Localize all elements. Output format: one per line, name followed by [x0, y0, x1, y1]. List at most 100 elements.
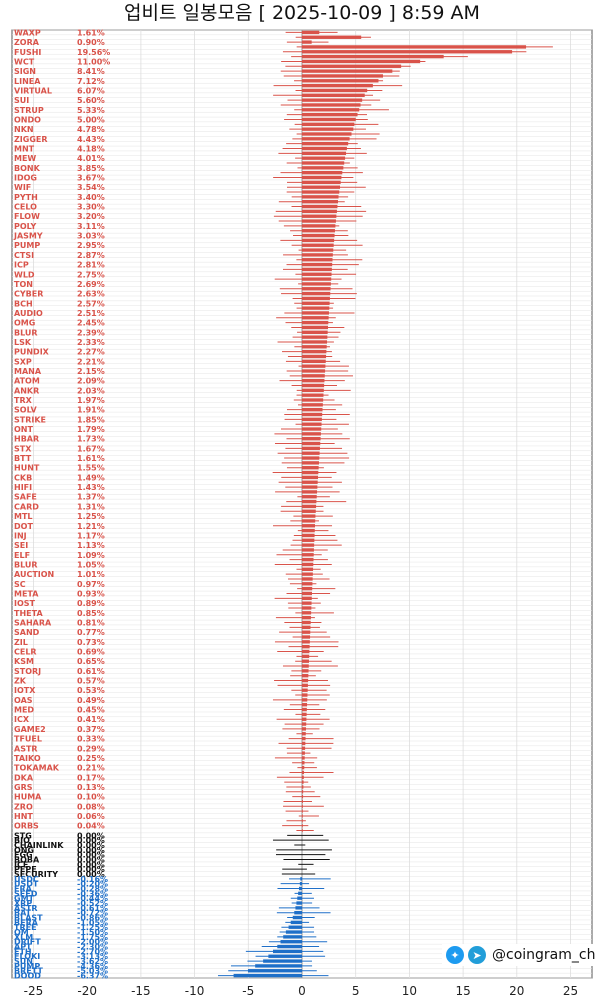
percent-label: 1.55%	[77, 464, 105, 473]
percent-label: 1.61%	[77, 28, 105, 37]
percent-label: -0.36%	[77, 889, 108, 898]
chart-title: 업비트 일봉모음 [ 2025-10-09 ] 8:59 AM	[124, 2, 480, 24]
ticker-label: ZIGGER	[14, 135, 48, 144]
ticker-label: TREE	[14, 923, 37, 932]
percent-label: 0.90%	[77, 38, 105, 47]
percent-label: 0.89%	[77, 599, 105, 608]
ticker-label: STRUP	[14, 106, 44, 115]
ticker-label: CELO	[14, 203, 37, 212]
percent-label: 2.45%	[77, 319, 105, 328]
percent-label: -0.61%	[77, 904, 108, 913]
percent-label: 3.54%	[77, 183, 105, 192]
ticker-label: MANA	[14, 367, 42, 376]
percent-label: 1.61%	[77, 454, 105, 463]
percent-label: -0.86%	[77, 914, 108, 923]
ticker-label: IOTX	[14, 686, 36, 695]
ticker-label: TON	[14, 280, 33, 289]
percent-label: 11.00%	[77, 57, 110, 66]
percent-label: 1.01%	[77, 570, 105, 579]
percent-label: 2.51%	[77, 309, 105, 318]
percent-label: 7.12%	[77, 77, 105, 86]
percent-label: 0.37%	[77, 725, 105, 734]
percent-label: 0.49%	[77, 696, 105, 705]
percent-label: 1.05%	[77, 560, 105, 569]
telegram-icon: ➤	[468, 946, 486, 964]
ticker-label: HUNT	[14, 464, 40, 473]
percent-label: 3.67%	[77, 174, 105, 183]
x-tick-label: -15	[131, 984, 151, 998]
ticker-label: GAME2	[14, 725, 46, 734]
percent-label: 0.21%	[77, 764, 105, 773]
percent-label: -1.75%	[77, 933, 108, 942]
ticker-label: LINEA	[14, 77, 41, 86]
ticker-label: BLUR	[14, 328, 38, 337]
ticker-label: ZIL	[14, 638, 28, 647]
percent-label: 2.57%	[77, 299, 105, 308]
ticker-label: PYTH	[14, 193, 38, 202]
ticker-label: BRETT	[14, 967, 43, 976]
ticker-label: SC	[14, 580, 26, 589]
ticker-label: TFUEL	[14, 735, 42, 744]
ticker-label: THETA	[14, 609, 43, 618]
percent-label: 0.00%	[77, 856, 105, 865]
ticker-label: STG	[14, 831, 32, 840]
percent-label: 2.39%	[77, 328, 105, 337]
x-tick-label: -25	[24, 984, 44, 998]
ticker-label: IOST	[14, 599, 36, 608]
ticker-label: PEPE	[14, 865, 37, 874]
percent-label: 4.43%	[77, 135, 105, 144]
ticker-label: TRX	[14, 396, 33, 405]
brand-handle: @coingram_ch	[492, 947, 596, 963]
percent-label: 0.65%	[77, 657, 105, 666]
ticker-label: POLY	[14, 222, 37, 231]
percent-label: 2.21%	[77, 357, 105, 366]
percent-label: 6.07%	[77, 86, 105, 95]
ticker-label: HIFI	[14, 483, 32, 492]
percent-label: -0.52%	[77, 899, 108, 908]
percent-label: -3.62%	[77, 957, 108, 966]
percent-label: 2.09%	[77, 377, 105, 386]
ticker-label: HBAR	[14, 435, 39, 444]
x-tick-label: -5	[242, 984, 254, 998]
percent-label: 3.11%	[77, 222, 105, 231]
percent-label: 0.00%	[77, 841, 105, 850]
x-tick-label: 20	[509, 984, 524, 998]
percent-label: 2.33%	[77, 338, 105, 347]
ticker-label: OMG	[14, 319, 35, 328]
percent-label: -1.50%	[77, 928, 108, 937]
percent-label: 0.57%	[77, 677, 105, 686]
percent-label: -0.16%	[77, 875, 108, 884]
ticker-label: KSM	[14, 657, 34, 666]
ticker-label: ETH	[14, 947, 32, 956]
ticker-label: ONG	[14, 846, 34, 855]
percent-label: 1.09%	[77, 551, 105, 560]
percent-label: 0.04%	[77, 822, 105, 831]
percent-label: 2.27%	[77, 348, 105, 357]
ticker-label: SEED	[14, 889, 38, 898]
ticker-label: PUMP	[14, 962, 40, 971]
percent-label: 0.00%	[77, 851, 105, 860]
ticker-label: ZRO	[14, 802, 33, 811]
ticker-label: MTL	[14, 512, 33, 521]
ticker-label: BONK	[14, 164, 41, 173]
percent-label: 1.91%	[77, 406, 105, 415]
percent-label: -4.36%	[77, 962, 108, 971]
twitter-icon: ✦	[446, 946, 464, 964]
percent-label: 5.60%	[77, 96, 105, 105]
percent-label: 1.31%	[77, 502, 105, 511]
percent-label: 2.75%	[77, 270, 105, 279]
percent-label: 0.77%	[77, 628, 105, 637]
percent-label: 0.45%	[77, 706, 105, 715]
percent-label: 2.63%	[77, 290, 105, 299]
ticker-label: CARD	[14, 502, 39, 511]
percent-label: 0.93%	[77, 589, 105, 598]
ticker-label: SAND	[14, 628, 40, 637]
percent-label: -3.13%	[77, 952, 108, 961]
percent-label: 0.97%	[77, 580, 105, 589]
percent-label: -0.44%	[77, 894, 108, 903]
percent-label: 3.40%	[77, 193, 105, 202]
percent-label: 1.67%	[77, 444, 105, 453]
percent-label: 0.81%	[77, 619, 105, 628]
ticker-label: BTT	[14, 454, 32, 463]
ticker-label: WCT	[14, 57, 35, 66]
